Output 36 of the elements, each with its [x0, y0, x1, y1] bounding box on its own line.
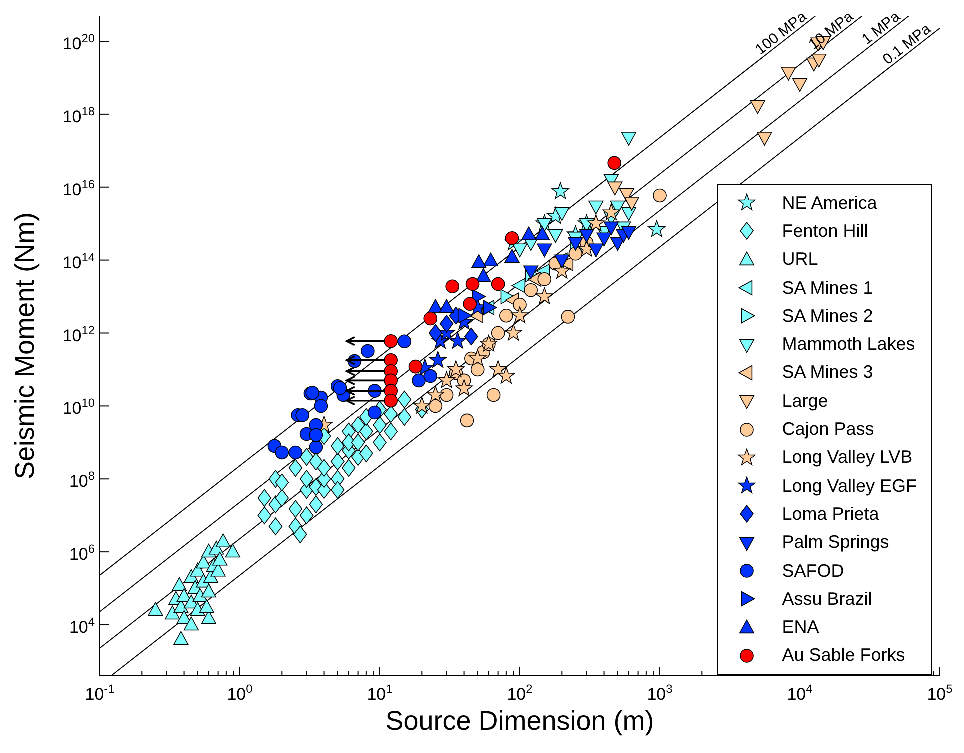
x-tick-label: 10$^{5}$	[927, 682, 954, 704]
legend-label: SAFOD	[782, 560, 844, 582]
y-tick-label: 10$^{14}$	[62, 250, 96, 272]
legend-label: NE America	[782, 192, 878, 214]
y-tick-label: 10$^{12}$	[62, 323, 96, 346]
y-tick-label: 10$^{10}$	[62, 396, 96, 418]
legend-label: Long Valley LVB	[782, 447, 913, 468]
x-tick-label: 10$^{2}$	[507, 682, 534, 704]
legend-label: Loma Prieta	[782, 504, 880, 525]
legend-label: Mammoth Lakes	[782, 334, 916, 356]
legend-label: Large	[782, 390, 828, 412]
legend-label: SA Mines 1	[782, 278, 874, 299]
x-tick-label: 10$^{3}$	[647, 682, 674, 704]
legend-label: Cajon Pass	[782, 419, 874, 440]
y-tick-label: 10$^{6}$	[69, 542, 96, 564]
legend-label: Fenton Hill	[782, 220, 868, 242]
legend-label: ENA	[782, 617, 820, 638]
x-tick-label: 10$^{1}$	[367, 682, 394, 704]
y-tick-label: 10$^{4}$	[69, 615, 96, 638]
text: 100 MPa	[752, 8, 811, 59]
x-tick-label: 10$^{0}$	[227, 682, 254, 704]
legend-label: SA Mines 2	[782, 306, 874, 327]
y-tick-label: 10$^{16}$	[62, 177, 96, 200]
x-tick-label: 10$^{-1}$	[85, 682, 116, 704]
legend-label: SA Mines 3	[782, 362, 874, 384]
legend-label: Long Valley EGF	[782, 476, 917, 497]
x-tick-label: 10$^{4}$	[787, 682, 814, 704]
y-tick-label: 10$^{20}$	[62, 31, 96, 54]
legend-label: Au Sable Forks	[782, 645, 906, 666]
y-axis-title: Seismic Moment (Nm)	[10, 211, 41, 482]
legend-label: Assu Brazil	[782, 588, 872, 610]
x-axis-title: Source Dimension (m)	[384, 706, 656, 737]
y-tick-label: 10$^{18}$	[62, 104, 96, 126]
legend-label: URL	[782, 249, 818, 270]
legend-label: Palm Springs	[782, 532, 890, 554]
y-tick-label: 10$^{8}$	[69, 469, 96, 492]
